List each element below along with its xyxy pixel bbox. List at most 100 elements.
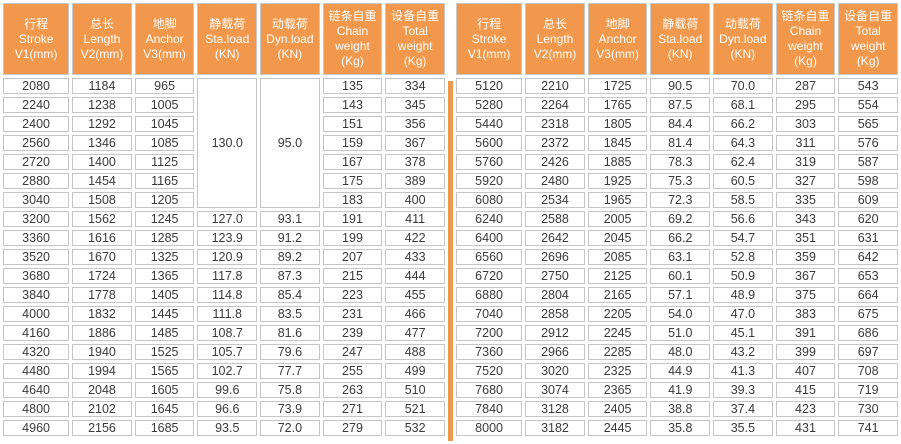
column-header-line: 静载荷 — [662, 16, 699, 31]
column-header-stroke: 行程 Stroke V1(mm) — [3, 3, 70, 75]
cell-chain-weight: 247 — [322, 344, 383, 360]
cell-stroke: 6400 — [456, 230, 523, 246]
cell-chain-weight: 423 — [775, 401, 836, 417]
cell-total-weight: 719 — [838, 382, 898, 398]
cell-chain-weight: 359 — [775, 249, 836, 265]
table-row: 4160 1886 1485 108.7 81.6 239 477 — [3, 325, 445, 341]
table-row: 7040 2858 2205 54.0 47.0 383 675 — [456, 306, 898, 322]
cell-dyn-load: 43.2 — [713, 344, 773, 360]
cell-anchor: 1445 — [134, 306, 195, 322]
cell-length: 1886 — [72, 325, 132, 341]
cell-dyn-load: 68.1 — [713, 97, 773, 113]
cell-sta-load: 48.0 — [650, 344, 711, 360]
cell-anchor: 2365 — [587, 382, 648, 398]
cell-sta-load: 90.5 — [650, 78, 711, 94]
cell-stroke: 5120 — [456, 78, 523, 94]
table-row: 6560 2696 2085 63.1 52.8 359 642 — [456, 249, 898, 265]
cell-total-weight: 697 — [838, 344, 898, 360]
cell-length: 3074 — [525, 382, 585, 398]
cell-dyn-load: 81.6 — [260, 325, 320, 341]
cell-chain-weight: 295 — [775, 97, 836, 113]
cell-length: 2966 — [525, 344, 585, 360]
cell-stroke: 7840 — [456, 401, 523, 417]
cell-dyn-load: 47.0 — [713, 306, 773, 322]
column-header-line: weight — [850, 39, 886, 53]
cell-chain-weight: 407 — [775, 363, 836, 379]
cell-length: 1562 — [72, 211, 132, 227]
column-header-line: Dyn.load — [266, 31, 314, 46]
cell-sta-load: 51.0 — [650, 325, 711, 341]
table-row: 8000 3182 2445 35.8 35.5 431 741 — [456, 420, 898, 436]
cell-anchor: 2005 — [587, 211, 648, 227]
cell-total-weight: 367 — [385, 135, 445, 151]
cell-total-weight: 532 — [385, 420, 445, 436]
cell-length: 3020 — [525, 363, 585, 379]
cell-dyn-load: 89.2 — [260, 249, 320, 265]
cell-length: 1508 — [72, 192, 132, 208]
cell-stroke: 6880 — [456, 287, 523, 303]
cell-dyn-load: 35.5 — [713, 420, 773, 436]
cell-dyn-load: 85.4 — [260, 287, 320, 303]
table-header-left: 行程 Stroke V1(mm) 总长 Length V2(mm) 地脚 Anchor V3(m… — [3, 3, 445, 75]
cell-total-weight: 521 — [385, 401, 445, 417]
column-header-line: 动载荷 — [724, 16, 761, 31]
cell-length: 2264 — [525, 97, 585, 113]
cell-stroke: 3200 — [3, 211, 70, 227]
column-header-line: (Kg) — [794, 54, 817, 68]
column-header-line: 总长 — [89, 16, 114, 31]
cell-anchor: 1285 — [134, 230, 195, 246]
column-header-dyn-load: 动载荷 Dyn.load (KN) — [713, 3, 773, 75]
cell-sta-load: 120.9 — [197, 249, 258, 265]
cell-total-weight: 675 — [838, 306, 898, 322]
cell-dyn-load: 64.3 — [713, 135, 773, 151]
cell-stroke: 2720 — [3, 154, 70, 170]
table-row: 5120 2210 1725 90.5 70.0 287 543 — [456, 78, 898, 94]
cell-anchor: 2245 — [587, 325, 648, 341]
table-row: 3360 1616 1285 123.9 91.2 199 422 — [3, 230, 445, 246]
cell-stroke: 5760 — [456, 154, 523, 170]
cell-anchor: 1045 — [134, 116, 195, 132]
table-row: 3200 1562 1245 127.0 93.1 191 411 — [3, 211, 445, 227]
cell-chain-weight: 143 — [322, 97, 383, 113]
cell-stroke: 2400 — [3, 116, 70, 132]
cell-anchor: 2405 — [587, 401, 648, 417]
cell-total-weight: 466 — [385, 306, 445, 322]
table-row: 4800 2102 1645 96.6 73.9 271 521 — [3, 401, 445, 417]
cell-sta-load: 102.7 — [197, 363, 258, 379]
cell-stroke: 6560 — [456, 249, 523, 265]
column-header-line: V2(mm) — [80, 46, 124, 61]
cell-chain-weight: 135 — [322, 78, 383, 94]
cell-anchor: 1365 — [134, 268, 195, 284]
cell-chain-weight: 391 — [775, 325, 836, 341]
cell-anchor: 1805 — [587, 116, 648, 132]
column-header-sta-load: 静载荷 Sta.load (KN) — [197, 3, 258, 75]
cell-chain-weight: 335 — [775, 192, 836, 208]
cell-sta-load: 75.3 — [650, 173, 711, 189]
cell-chain-weight: 399 — [775, 344, 836, 360]
table-row: 2080 1184 965 130.0 95.0 135 334 — [3, 78, 445, 208]
cell-dyn-load: 39.3 — [713, 382, 773, 398]
cell-length: 2210 — [525, 78, 585, 94]
table-row: 3680 1724 1365 117.8 87.3 215 444 — [3, 268, 445, 284]
column-header-line: Total — [402, 24, 428, 38]
cell-sta-load: 93.5 — [197, 420, 258, 436]
cell-anchor: 1845 — [587, 135, 648, 151]
cell-stroke: 4960 — [3, 420, 70, 436]
cell-stroke: 5440 — [456, 116, 523, 132]
cell-total-weight: 653 — [838, 268, 898, 284]
cell-anchor: 1485 — [134, 325, 195, 341]
cell-dyn-load: 77.7 — [260, 363, 320, 379]
column-header-line: 设备自重 — [391, 9, 440, 23]
cell-length: 3128 — [525, 401, 585, 417]
cell-sta-load: 105.7 — [197, 344, 258, 360]
table-row: 5600 2372 1845 81.4 64.3 311 576 — [456, 135, 898, 151]
cell-total-weight: 411 — [385, 211, 445, 227]
table-header-right: 行程 Stroke V1(mm) 总长 Length V2(mm) 地脚 Anchor V3(m… — [456, 3, 898, 75]
column-header-line: Anchor — [145, 31, 184, 46]
column-header-line: 地脚 — [605, 16, 630, 31]
cell-chain-weight: 367 — [775, 268, 836, 284]
table-row: 5440 2318 1805 84.4 66.2 303 565 — [456, 116, 898, 132]
cell-sta-load: 114.8 — [197, 287, 258, 303]
table-row: 2880 1454 1165 175 389 — [3, 173, 445, 189]
